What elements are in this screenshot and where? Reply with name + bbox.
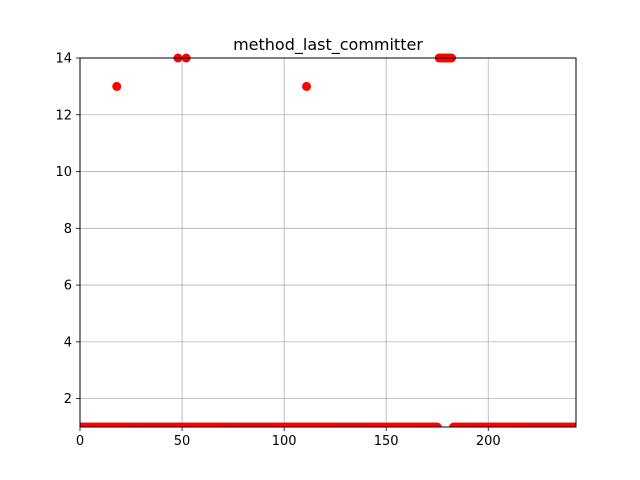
x-tick-label: 200 <box>476 434 501 449</box>
y-tick-label: 4 <box>64 335 72 350</box>
data-point <box>432 422 442 427</box>
y-tick-label: 6 <box>64 279 72 294</box>
y-axis: 2 4 6 8 10 12 14 <box>55 52 80 407</box>
data-point <box>302 81 312 91</box>
y-tick-label: 8 <box>64 222 72 237</box>
y-tick-label: 2 <box>64 392 72 407</box>
plot-frame <box>79 57 577 428</box>
x-tick-label: 100 <box>272 434 297 449</box>
y-tick-label: 14 <box>55 52 72 67</box>
y-tick-label: 12 <box>55 108 72 123</box>
data-points <box>80 53 576 427</box>
data-point <box>571 422 576 427</box>
y-tick-label: 10 <box>55 165 72 180</box>
x-tick-label: 50 <box>174 434 191 449</box>
x-axis: 0 50 100 150 200 <box>76 427 501 449</box>
data-point <box>112 81 122 91</box>
x-tick-label: 150 <box>374 434 399 449</box>
x-tick-label: 0 <box>76 434 84 449</box>
chart-title: method_last_committer <box>233 35 423 55</box>
